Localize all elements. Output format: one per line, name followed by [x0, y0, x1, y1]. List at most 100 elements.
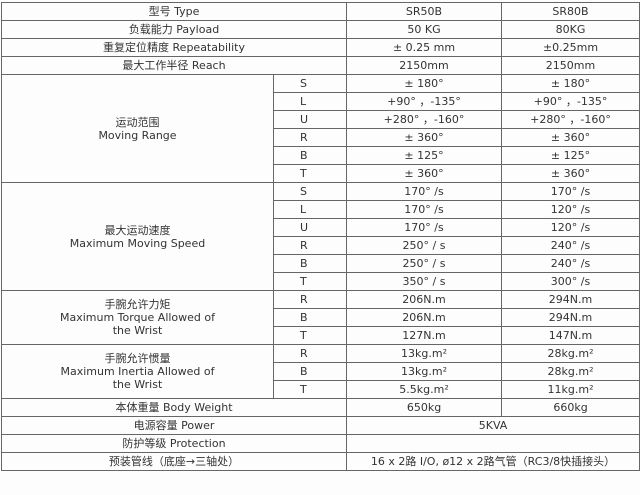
group-label: 手腕允许惯量 Maximum Inertia Allowed of the Wris… — [1, 344, 274, 399]
row-label: 负载能力 Payload — [0, 20, 348, 39]
row: 负载能力 Payload 50 KG 80KG — [0, 20, 640, 39]
axis-cell: U — [272, 218, 348, 237]
axis-cell: S — [272, 182, 348, 201]
value-cell: ± 180° — [346, 74, 503, 93]
value-cell: 11kg.m² — [501, 380, 640, 399]
value-cell: 250° / s — [346, 236, 503, 255]
value-cell: ±0.25mm — [501, 38, 640, 57]
axis-cell: S — [272, 74, 348, 93]
value-cell: 660kg — [501, 398, 640, 417]
value-cell: 28kg.m² — [501, 362, 640, 381]
group-label-line: 手腕允许惯量 — [104, 352, 171, 365]
value-cell: ± 360° — [346, 128, 503, 147]
value-cell: 5KVA — [346, 416, 640, 435]
axis-cell: R — [272, 290, 348, 309]
row: L +90° ，-135° +90° ，-135° — [2, 92, 640, 111]
value-cell: 240° /s — [501, 254, 640, 273]
value-cell: +90° ，-135° — [346, 92, 503, 111]
axis-cell: T — [272, 164, 348, 183]
value-cell: 300° /s — [501, 272, 640, 291]
group-label: 手腕允许力矩 Maximum Torque Allowed of the Wrist — [1, 290, 274, 345]
row: B 13kg.m² 28kg.m² — [2, 362, 640, 381]
axis-cell: T — [272, 272, 348, 291]
value-cell: ± 360° — [501, 128, 640, 147]
value-cell: ± 360° — [501, 164, 640, 183]
axis-cell: R — [272, 128, 348, 147]
value-cell: SR50B — [346, 2, 503, 21]
row: 电源容量 Power 5KVA — [0, 416, 640, 435]
axis-cell: L — [272, 92, 348, 111]
value-cell: ± 180° — [501, 74, 640, 93]
value-cell: 250° / s — [346, 254, 503, 273]
group-label-line: 运动范围 — [115, 115, 160, 129]
row-label: 电源容量 Power — [0, 416, 348, 435]
row: 防护等级 Protection — [0, 434, 640, 453]
axis-cell: T — [272, 380, 348, 399]
row: T 350° / s 300° /s — [2, 272, 640, 291]
row-label: 预装管线（底座→三轴处） — [0, 452, 348, 471]
value-cell: 350° / s — [346, 272, 503, 291]
value-cell: ± 0.25 mm — [346, 38, 503, 57]
row: 重复定位精度 Repeatability ± 0.25 mm ±0.25mm — [0, 38, 640, 57]
axis-cell: T — [272, 326, 348, 345]
value-cell: +280° ，-160° — [501, 110, 640, 129]
axis-cell: B — [272, 362, 348, 381]
row-label: 最大工作半径 Reach — [0, 56, 348, 75]
value-cell: 170° /s — [501, 182, 640, 201]
axis-cell: U — [272, 110, 348, 129]
value-cell: ± 125° — [501, 146, 640, 165]
value-cell: 170° /s — [346, 218, 503, 237]
value-cell: +280° ，-160° — [346, 110, 503, 129]
group-label-line: Maximum Torque Allowed of — [59, 311, 216, 324]
row-label: 本体重量 Body Weight — [0, 398, 348, 417]
value-cell: 5.5kg.m² — [346, 380, 503, 399]
value-cell: ± 125° — [346, 146, 503, 165]
axis-cell: R — [272, 344, 348, 363]
value-cell: 206N.m — [346, 290, 503, 309]
value-cell: 170° /s — [346, 182, 503, 201]
value-cell: 13kg.m² — [346, 344, 503, 363]
value-cell: 80KG — [501, 20, 640, 39]
value-cell: 206N.m — [346, 308, 503, 327]
value-cell: 2150mm — [346, 56, 503, 75]
row-label: 型号 Type — [0, 2, 348, 21]
value-cell: 650kg — [346, 398, 503, 417]
row: B 206N.m 294N.m — [2, 308, 640, 327]
group-label-line: 手腕允许力矩 — [104, 298, 171, 311]
axis-cell: B — [272, 146, 348, 165]
row: T 5.5kg.m² 11kg.m² — [2, 380, 640, 399]
row: U 170° /s 120° /s — [2, 218, 640, 237]
row: 手腕允许惯量 Maximum Inertia Allowed of the Wris… — [1, 344, 640, 399]
group-label: 最大运动速度 Maximum Moving Speed — [1, 182, 274, 291]
row: R 250° / s 240° /s — [2, 236, 640, 255]
value-cell: +90° ，-135° — [501, 92, 640, 111]
axis-cell: B — [272, 254, 348, 273]
value-cell: 50 KG — [346, 20, 503, 39]
row: 最大运动速度 Maximum Moving Speed S 170° /s 170° /… — [1, 182, 640, 291]
value-cell: 2150mm — [501, 56, 640, 75]
group-label-line: 最大运动速度 — [104, 223, 171, 237]
value-cell: 120° /s — [501, 218, 640, 237]
table-body: 型号 Type SR50B SR80B 负载能力 Payload 50 KG 80KG 重复… — [0, 2, 640, 471]
axis-cell: R — [272, 236, 348, 255]
group-label-line: Moving Range — [98, 128, 177, 142]
row-label: 重复定位精度 Repeatability — [0, 38, 348, 57]
row: L 170° /s 120° /s — [2, 200, 640, 219]
value-cell: 28kg.m² — [501, 344, 640, 363]
value-cell: 294N.m — [501, 308, 640, 327]
group-label-line: Maximum Inertia Allowed of — [60, 365, 215, 378]
value-cell: 170° /s — [346, 200, 503, 219]
value-cell: ± 360° — [346, 164, 503, 183]
value-cell: 294N.m — [501, 290, 640, 309]
group-label-line: Maximum Moving Speed — [69, 236, 206, 250]
row-label: 防护等级 Protection — [0, 434, 348, 453]
axis-cell: L — [272, 200, 348, 219]
value-cell: 16 x 2路 I/O, ø12 x 2路气管（RC3/8快插接头） — [346, 452, 640, 471]
group-label-line: the Wrist — [112, 378, 163, 391]
value-cell: 147N.m — [501, 326, 640, 345]
row: 运动范围 Moving Range S ± 180° ± 180° — [1, 74, 640, 183]
value-cell: SR80B — [501, 2, 640, 21]
group-label: 运动范围 Moving Range — [1, 74, 274, 183]
row: 本体重量 Body Weight 650kg 660kg — [0, 398, 640, 417]
